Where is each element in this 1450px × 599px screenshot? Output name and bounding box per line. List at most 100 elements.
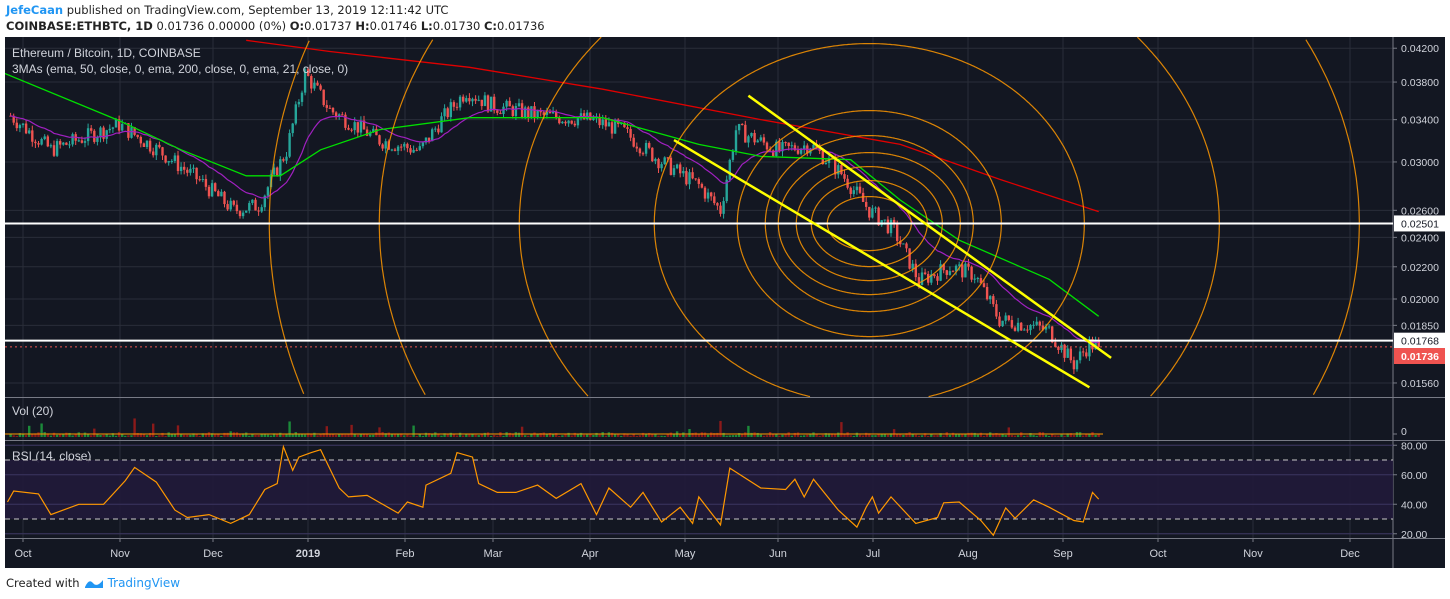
price-tick-label: 0.03400 [1401,115,1439,127]
volume-bar [471,434,474,437]
volume-bar [145,435,149,437]
volume-bar [235,432,239,437]
candle-body [279,159,282,177]
volume-bar [136,433,139,437]
candle-body [468,98,471,102]
candle-body [331,107,335,113]
candle-body [716,203,719,206]
price-tick-label: 0.01560 [1401,378,1439,390]
candle-body [334,112,338,117]
volume-bar [1078,432,1082,437]
volume-bar [604,435,607,437]
candle-body [1085,352,1088,357]
candle-body [449,102,452,118]
candle-body [796,150,800,154]
tradingview-link[interactable]: TradingView [107,576,181,590]
candle-body [1057,346,1060,350]
published-text: published on TradingView.com, September … [66,3,449,17]
candle-body [127,123,130,138]
candle-body [803,145,806,149]
candle-body [961,264,964,278]
candle-body [840,165,843,175]
volume-bar [52,432,56,437]
volume-bar [533,432,536,437]
candle-body [914,263,917,278]
high-label: H: [355,19,370,33]
author-link[interactable]: JefeCaan [6,3,64,17]
volume-bar [393,433,397,437]
volume-bar [186,434,189,437]
open-value: 0.01737 [304,19,352,33]
candle-body [220,191,223,197]
volume-bar [796,432,800,437]
volume-bar [1063,435,1066,437]
volume-bar [741,433,744,437]
candle-body [1075,360,1079,370]
volume-bar [1075,432,1079,437]
fib-circle [653,43,1085,397]
volume-bar [824,433,828,437]
candle-body [272,167,276,175]
trendline [747,94,1112,359]
volume-bar [124,435,127,437]
candle-body [179,166,183,172]
volume-bar [313,432,316,437]
volume-bar [486,432,490,437]
candle-body [697,179,700,184]
candle-body [772,150,775,156]
candle-body [989,296,992,300]
volume-bar [1041,432,1045,437]
volume-bar [232,432,235,437]
volume-bar [765,435,769,437]
volume-bar [861,435,865,437]
volume-bar [192,433,195,437]
volume-bar [697,434,700,437]
volume-bar [607,432,611,437]
volume-bar [539,433,542,437]
volume-bar [610,432,614,437]
candle-body [316,82,319,86]
volume-bar [716,432,719,437]
volume-bar [276,433,279,437]
volume-bar [421,435,425,437]
volume-bar [545,433,549,437]
candle-body [985,286,989,300]
volume-bar [536,434,539,437]
volume-bar [548,432,552,437]
last-price: 0.01736 0.00000 (0%) [156,19,287,33]
candle-body [424,137,428,143]
time-tick-label: Mar [484,548,503,560]
candle-body [46,136,49,147]
volume-bar [502,435,505,437]
time-tick-label: Dec [203,548,223,560]
close-value: 0.01736 [497,19,545,33]
candle-body [930,274,933,283]
volume-bar [105,433,108,437]
volume-bar [325,426,328,437]
last-price-label: 0.01736 [1401,351,1439,363]
candle-body [62,142,65,145]
candle-body [1016,322,1020,331]
volume-bar [133,418,136,437]
volume-bar [285,434,288,437]
price-tick-label: 0.03800 [1401,77,1439,89]
volume-bar [431,433,434,437]
volume-bar [449,432,452,437]
price-tick-label: 0.02200 [1401,262,1439,274]
rsi-tick-label: 80.00 [1401,440,1427,452]
candle-body [744,124,747,143]
volume-bar [669,432,673,437]
candle-body [325,105,328,108]
volume-bar [375,432,378,437]
candle-body [480,99,483,107]
price-tick-label: 0.03000 [1401,157,1439,169]
candle-body [939,264,942,281]
candle-body [285,156,288,161]
candle-body [176,155,180,172]
volume-bar [307,433,310,437]
volume-bar [989,432,992,437]
volume-bar [452,434,456,437]
volume-bar [1004,434,1007,437]
volume-bar [827,433,831,437]
